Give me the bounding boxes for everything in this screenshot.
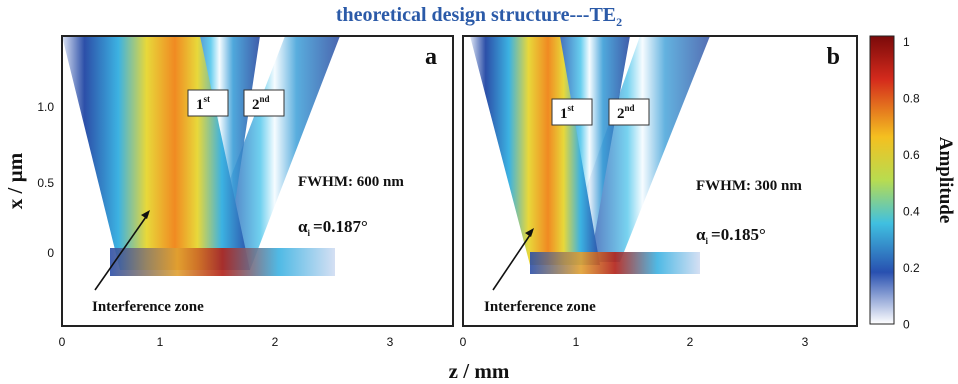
arrow: [492, 231, 533, 291]
x-tick-label: 3: [387, 335, 394, 349]
x-tick-label: 0: [460, 335, 467, 349]
order-box: [551, 98, 593, 126]
x-tick-label: 2: [687, 335, 694, 349]
order-base: 2: [617, 106, 625, 122]
order-sup: nd: [625, 103, 635, 113]
title-subscript: 2: [616, 15, 622, 29]
angle-value: =0.185°: [711, 225, 766, 244]
title: theoretical design structure---TE2: [336, 4, 622, 29]
x-tick-label: 0: [59, 335, 66, 349]
order-sup: nd: [260, 94, 270, 104]
order-box: [243, 89, 285, 117]
x-tick-label: 3: [802, 335, 809, 349]
y-tick-label: 0.5: [37, 176, 54, 190]
x-tick-label: 1: [573, 335, 580, 349]
order-box: [187, 89, 229, 117]
field-a: [62, 36, 340, 276]
x-axis-label: z / mm: [449, 359, 510, 383]
y-tick-label: 1.0: [37, 100, 54, 114]
order-base: 2: [252, 97, 260, 113]
order-base: 1: [560, 106, 568, 122]
colorbar-tick-label: 0: [903, 318, 910, 332]
colorbar-tick-label: 0.2: [903, 261, 920, 275]
order-base: 1: [196, 97, 204, 113]
angle-symbol: α: [298, 217, 308, 236]
colorbar: [869, 35, 895, 325]
angle-value: =0.187°: [313, 217, 368, 236]
order-box: [608, 98, 650, 126]
title-text: theoretical design structure---TE: [336, 4, 616, 26]
arrowhead: [141, 210, 150, 219]
fwhm-label: FWHM: 600 nm: [298, 174, 404, 190]
colorbar-tick-label: 0.4: [903, 205, 920, 219]
colorbar-tick-label: 0.8: [903, 92, 920, 106]
angle-symbol: α: [696, 225, 706, 244]
arrowhead: [525, 228, 534, 237]
angle-sub: i: [706, 236, 709, 246]
colorbar-tick-label: 1: [903, 35, 910, 49]
arrow: [94, 213, 149, 291]
colorbar-label: Amplitude: [935, 137, 956, 224]
annotation: Interference zone: [92, 299, 204, 315]
angle-sub: i: [308, 228, 311, 238]
order-sup: st: [204, 94, 211, 104]
x-tick-label: 2: [272, 335, 279, 349]
annotation: Interference zone: [484, 299, 596, 315]
order-label: 2nd: [617, 103, 635, 122]
order-sup: st: [568, 103, 575, 113]
panel-letter: b: [827, 44, 840, 70]
colorbar-tick-label: 0.6: [903, 148, 920, 162]
angle-label: αi =0.185°: [696, 225, 766, 246]
order-label: 1st: [196, 94, 210, 113]
y-axis-label: x / µm: [3, 152, 27, 209]
x-tick-label: 1: [157, 335, 164, 349]
fwhm-label: FWHM: 300 nm: [696, 178, 802, 194]
field-b: [470, 36, 710, 274]
order-label: 1st: [560, 103, 574, 122]
order-label: 2nd: [252, 94, 270, 113]
panel-letter: a: [425, 44, 437, 70]
y-tick-label: 0: [47, 246, 54, 260]
angle-label: αi =0.187°: [298, 217, 368, 238]
